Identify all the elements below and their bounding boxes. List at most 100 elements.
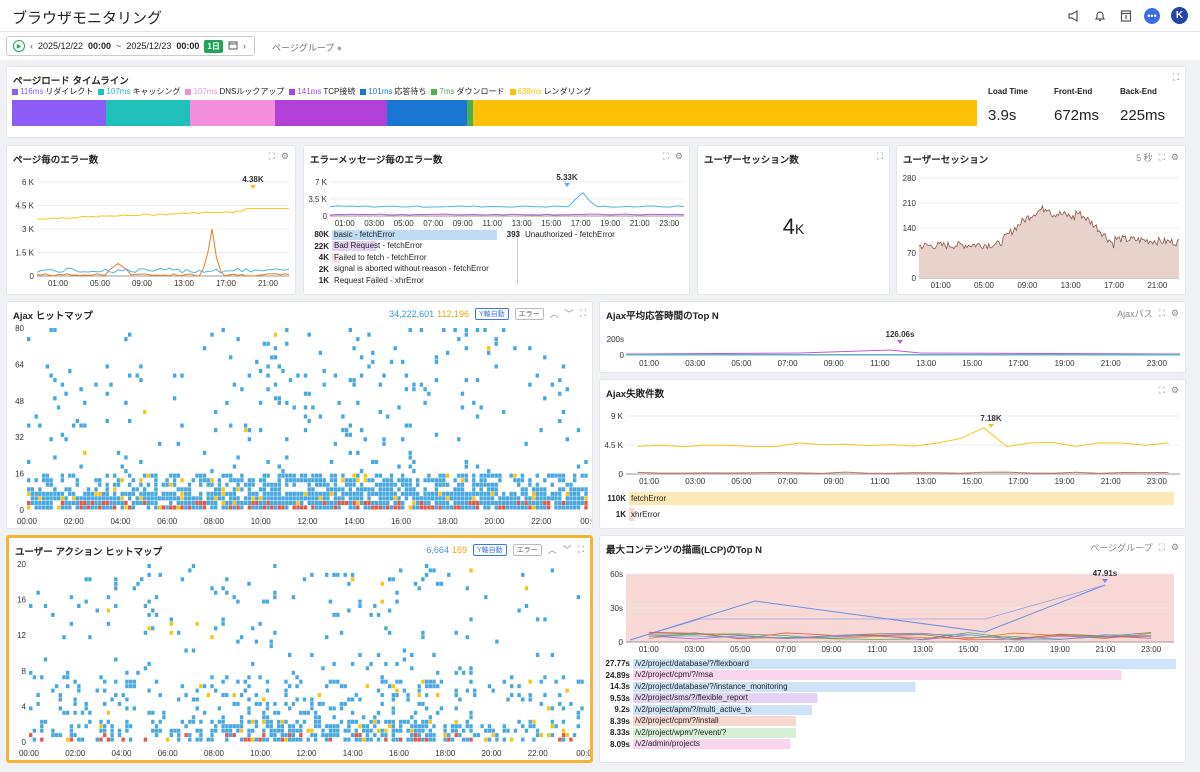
ajax-hitmap-cell — [404, 423, 409, 428]
ajax-hitmap-cell — [333, 500, 338, 505]
ua-hitmap-cell — [132, 679, 136, 684]
ajax-hitmap-cell — [157, 496, 162, 501]
interval-label[interactable]: 5 秒 — [1136, 153, 1153, 163]
gear-icon[interactable]: ⚙ — [1170, 152, 1179, 162]
ua-hitmap-cell — [210, 684, 214, 689]
chat-icon[interactable]: ••• — [1144, 7, 1160, 24]
ua-hitmap-cell — [395, 737, 399, 742]
prev-icon[interactable]: ‹ — [30, 41, 33, 51]
pagegroup-selector[interactable]: ページグループ — [1090, 543, 1153, 553]
ua-hitmap-cell — [539, 733, 543, 738]
gear-icon[interactable]: ⚙ — [1170, 542, 1179, 552]
ajax-hitmap-cell — [131, 478, 136, 483]
play-icon[interactable]: ▶ — [13, 40, 25, 52]
ua-hitmap-cell — [469, 724, 473, 729]
ajax-hitmap-cell — [442, 500, 446, 505]
ua-hitmap-cell — [288, 706, 292, 711]
megaphone-icon[interactable] — [1066, 8, 1081, 23]
chevron-down-icon[interactable]: ﹀ — [562, 545, 572, 555]
ajax-hitmap-cell — [475, 378, 480, 383]
ua-hitmap-cell — [325, 635, 329, 640]
expand-icon[interactable]: ⛶ — [579, 308, 586, 318]
ajax-hitmap-cell — [187, 482, 192, 487]
list-item: 393 Unauthorized - fetchError — [500, 229, 680, 241]
date-range-picker[interactable]: ▶ ‹ 2025/12/22 00:00 ~ 2025/12/23 00:00 … — [6, 36, 255, 56]
chevron-up-icon[interactable]: ︿ — [549, 309, 559, 319]
ajax-hitmap-cell — [531, 487, 536, 492]
ajax-path-label[interactable]: Ajaxパス — [1117, 309, 1153, 319]
y-axis-auto-button[interactable]: Y軸自動 — [472, 543, 507, 556]
error-filter-button[interactable]: エラー — [512, 543, 542, 556]
bell-icon[interactable] — [1092, 8, 1107, 23]
ajax-hitmap-cell — [363, 437, 367, 442]
pagegroup-filter[interactable]: ページグループ ● — [272, 41, 342, 54]
ajax-hitmap-cell — [386, 487, 390, 492]
ajax-hitmap-cell — [348, 505, 352, 510]
ajax-hitmap-cell — [498, 505, 502, 510]
ua-hitmap-cell — [417, 688, 421, 693]
ajax-hitmap-cell — [139, 491, 143, 496]
ajaxfail-xtick: 19:00 — [1055, 477, 1076, 486]
ajax-hitmap-cell — [408, 482, 412, 487]
ua-hitmap-cell — [273, 590, 277, 595]
ajax-hitmap-cell — [322, 500, 326, 505]
y-axis-auto-button[interactable]: Y軸自動 — [474, 307, 509, 320]
calendar-icon[interactable] — [228, 40, 238, 52]
ua-hitmap-cell — [243, 737, 247, 742]
ajaxfail-ytick: 4.5 K — [604, 441, 623, 450]
ua-hitmap-cell — [310, 701, 314, 706]
ajax-hitmap-cell — [240, 500, 244, 505]
gear-icon[interactable]: ⚙ — [674, 151, 683, 161]
next-icon[interactable]: › — [242, 41, 246, 51]
ajaxfail-xtick: 21:00 — [1101, 477, 1122, 486]
ajax-hitmap-cell — [554, 473, 558, 478]
ua-hitmap-cell — [484, 595, 488, 600]
ua-hitmap-cell — [140, 577, 144, 582]
ua-hitmap-cell — [454, 728, 458, 733]
ua-hitmap-cell — [417, 724, 421, 729]
ua-hitmap-cell — [358, 653, 362, 657]
ua-hitmap-cell — [151, 728, 155, 733]
expand-icon[interactable]: ⛶ — [662, 151, 669, 161]
ajax-hitmap-cell — [344, 432, 349, 437]
ajax-hitmap-cell — [460, 478, 465, 483]
ua-hitmap-cell — [384, 728, 388, 733]
expand-icon[interactable]: ⛶ — [1172, 72, 1179, 82]
ajax-hitmap-cell — [472, 496, 476, 501]
metric-label: Front-End — [1054, 87, 1093, 96]
ajax-hitmap-cell — [475, 505, 480, 510]
ajax-hitmap-cell — [225, 482, 229, 487]
gear-icon[interactable]: ⚙ — [1170, 308, 1179, 318]
expand-icon[interactable]: ⛶ — [1158, 542, 1165, 552]
ua-hitmap-cell — [328, 724, 333, 729]
ua-hitmap-cell — [132, 706, 136, 711]
range-badge[interactable]: 1日 — [204, 39, 223, 53]
chevron-down-icon[interactable]: ﹀ — [564, 309, 574, 319]
ajax-hitmap-cell — [187, 491, 192, 496]
expand-icon[interactable]: ⛶ — [876, 151, 883, 161]
gear-icon[interactable]: ⚙ — [280, 151, 289, 161]
ua-hitmap-cell — [184, 724, 188, 729]
ua-hitmap-cell — [325, 572, 329, 577]
ua-hitmap-xtick: 22:00 — [528, 749, 549, 758]
expand-icon[interactable]: ⛶ — [577, 544, 584, 554]
expand-icon[interactable]: ⛶ — [1158, 385, 1165, 395]
ua-hitmap-cell — [169, 630, 173, 635]
avatar[interactable]: K — [1171, 7, 1188, 24]
session-count-number: 4 — [782, 214, 795, 239]
document-icon[interactable] — [1118, 8, 1133, 23]
error-filter-button[interactable]: エラー — [514, 307, 544, 320]
timeline-segment — [387, 100, 468, 126]
ajax-hitmap-cell — [311, 500, 315, 505]
chevron-up-icon[interactable]: ︿ — [547, 545, 557, 555]
ua-hitmap-cell — [147, 688, 151, 693]
expand-icon[interactable]: ⛶ — [1158, 152, 1165, 162]
errpage-xtick: 17:00 — [216, 279, 237, 288]
expand-icon[interactable]: ⛶ — [268, 151, 275, 161]
ajax-hitmap-cell — [333, 473, 338, 478]
gear-icon[interactable]: ⚙ — [1170, 385, 1179, 395]
ajax-hitmap-cell — [412, 496, 416, 501]
expand-icon[interactable]: ⛶ — [1158, 308, 1165, 318]
